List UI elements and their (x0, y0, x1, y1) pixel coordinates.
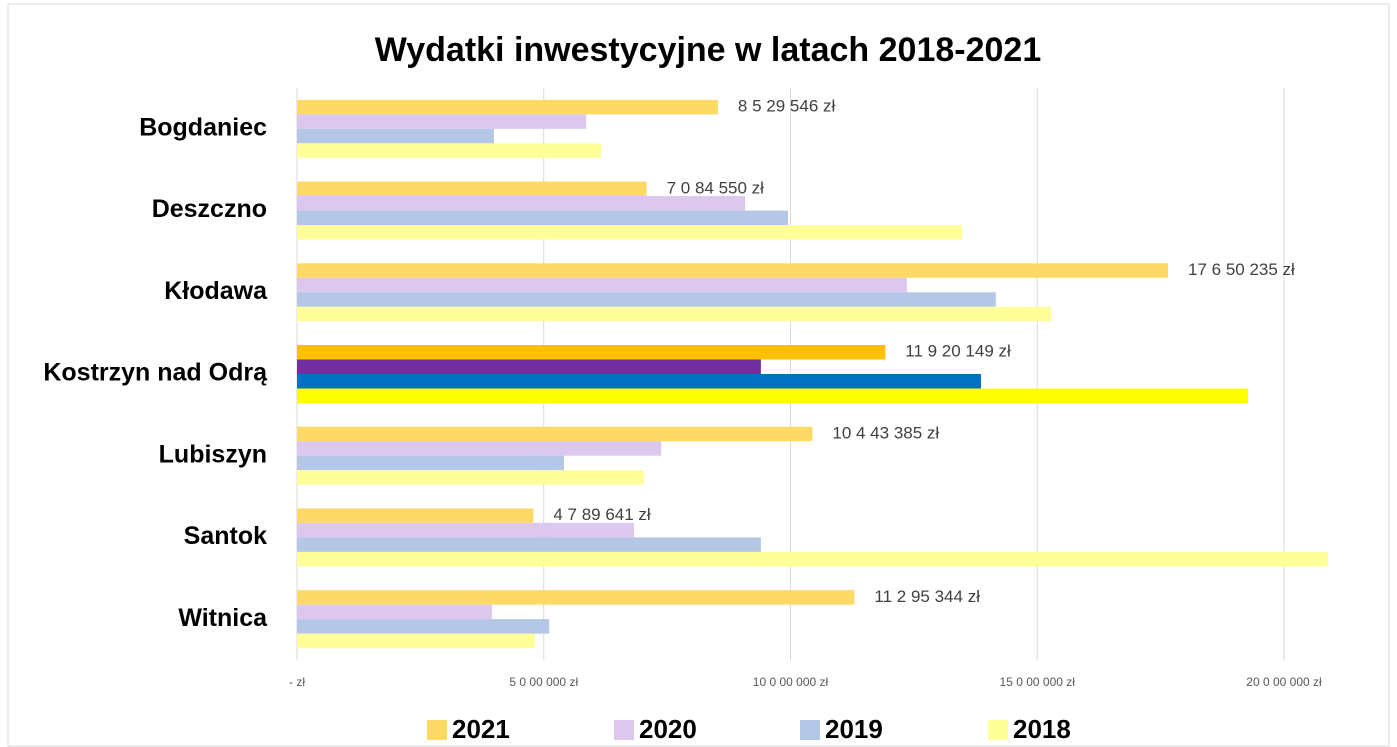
y-tick-label: Witnica (178, 604, 268, 632)
data-label: 11 2 95 344 zł (874, 587, 980, 606)
y-tick-label: Bogdaniec (139, 113, 267, 141)
data-label: 17 6 50 235 zł (1188, 260, 1295, 279)
legend-label: 2019 (825, 714, 883, 744)
legend-label: 2020 (639, 714, 697, 744)
x-tick-label: 5 0 00 000 zł (509, 675, 578, 689)
x-tick-label: - zł (289, 675, 305, 689)
bar (297, 551, 1328, 567)
data-label: 4 7 89 641 zł (553, 505, 651, 524)
x-tick-label: 15 0 00 000 zł (1000, 675, 1076, 689)
bar (297, 128, 494, 144)
y-tick-label: Deszczno (152, 195, 267, 223)
y-tick-label: Kostrzyn nad Odrą (43, 359, 268, 387)
data-label: 8 5 29 546 zł (738, 97, 836, 116)
bar (297, 225, 963, 240)
bar (297, 345, 886, 360)
y-tick-label: Lubiszyn (159, 440, 267, 468)
legend-swatch (800, 720, 820, 740)
y-tick-label: Kłodawa (164, 277, 268, 305)
bar (297, 181, 647, 197)
bar (297, 263, 1169, 278)
legend-label: 2021 (452, 714, 510, 744)
bar (297, 508, 534, 523)
data-label: 11 9 20 149 zł (905, 342, 1011, 361)
x-tick-label: 20 0 00 000 zł (1246, 675, 1322, 689)
bar (297, 143, 601, 158)
legend-swatch (614, 720, 634, 740)
chart-title: Wydatki inwestycyjne w latach 2018-2021 (375, 31, 1042, 69)
bar (297, 426, 813, 442)
bar (297, 374, 981, 389)
data-label: 10 4 43 385 zł (832, 423, 939, 442)
legend-label: 2018 (1013, 714, 1071, 744)
bar (297, 537, 761, 552)
legend-swatch (427, 720, 447, 740)
bar (297, 619, 550, 634)
bar (297, 633, 535, 649)
bar (297, 470, 644, 485)
bar (297, 388, 1248, 403)
bar (297, 306, 1052, 322)
bar (297, 99, 718, 115)
x-tick-label: 10 0 00 000 zł (753, 675, 829, 689)
bar (297, 210, 789, 226)
bar (297, 114, 587, 129)
bar (297, 359, 761, 374)
bar (297, 277, 907, 293)
bar (297, 196, 746, 211)
bar (297, 292, 996, 307)
bar (297, 441, 662, 456)
bar (297, 455, 564, 471)
y-tick-label: Santok (184, 522, 267, 550)
data-label: 7 0 84 550 zł (667, 178, 765, 197)
bar (297, 522, 635, 538)
bar (297, 604, 492, 620)
bar (297, 590, 855, 605)
legend-swatch (988, 720, 1008, 740)
